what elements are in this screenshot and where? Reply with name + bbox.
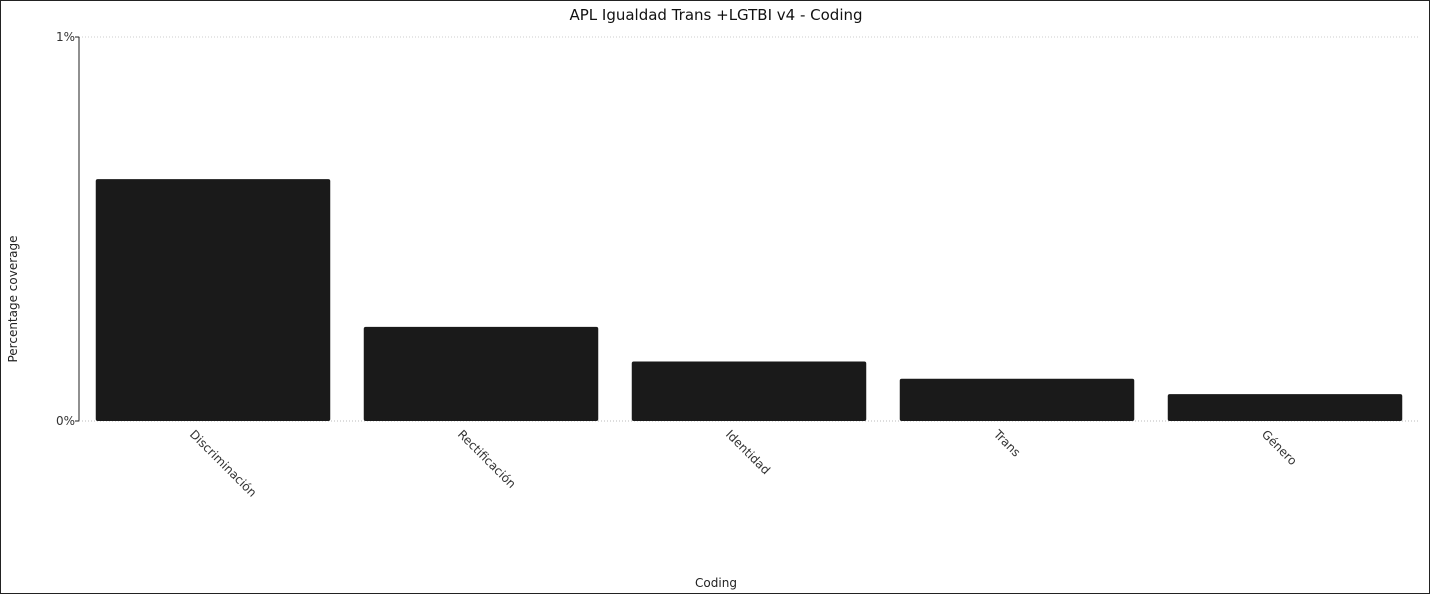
chart-title: APL Igualdad Trans +LGTBI v4 - Coding xyxy=(569,6,862,24)
bar-3 xyxy=(631,361,867,421)
x-category-label: Trans xyxy=(990,427,1023,460)
x-category-label: Rectificación xyxy=(455,427,519,491)
bar-5 xyxy=(1167,394,1403,421)
bar-4 xyxy=(899,378,1135,421)
y-tick-label: 0% xyxy=(56,414,75,428)
x-category-label: Identidad xyxy=(723,427,773,477)
bar-2 xyxy=(363,326,599,421)
x-axis-title: Coding xyxy=(695,576,737,590)
y-tick-label: 1% xyxy=(56,30,75,44)
y-axis-title: Percentage coverage xyxy=(6,235,20,362)
x-category-label: Discriminación xyxy=(187,427,260,500)
x-category-label: Género xyxy=(1259,427,1300,468)
bar-1 xyxy=(95,179,331,421)
